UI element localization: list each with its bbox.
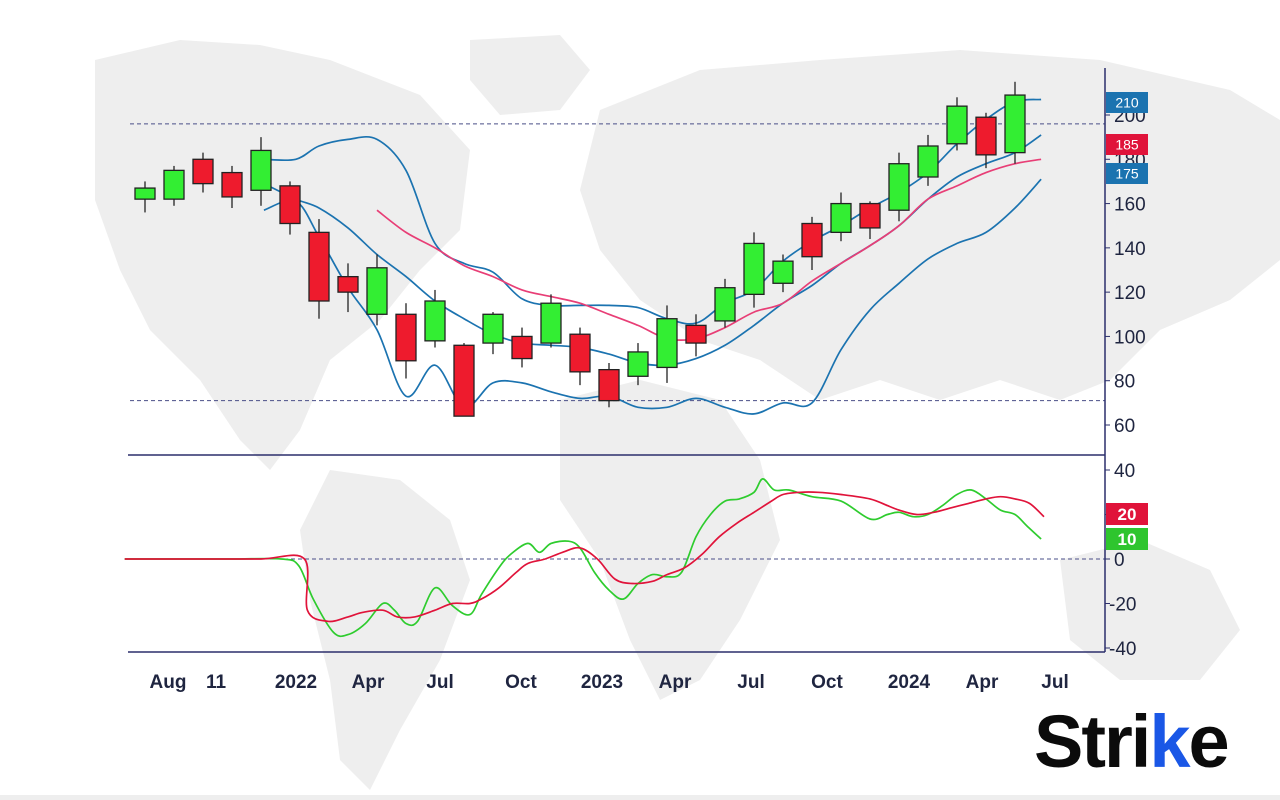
candle-body-26 — [888, 163, 910, 211]
y-tick-label-160: 160 — [1114, 195, 1146, 216]
map-south-america — [300, 470, 470, 790]
candle-body-18 — [656, 318, 678, 369]
candle-body-28 — [946, 105, 968, 145]
map-australia — [1060, 540, 1240, 680]
candle-body-10 — [424, 300, 446, 342]
map-africa — [560, 380, 780, 700]
price-badge-185 — [1106, 134, 1148, 155]
osc-badge-label-10: 10 — [1118, 530, 1137, 549]
world-map-background — [0, 35, 1280, 800]
oscillator-lines — [124, 478, 1045, 638]
candle-body-21 — [743, 242, 765, 296]
bollinger-bands — [263, 98, 1042, 415]
moving-average-line — [376, 158, 1042, 342]
x-tick-label-6: 2023 — [581, 672, 623, 693]
lower-band-line — [263, 178, 1042, 415]
map-antarctica — [0, 795, 1280, 800]
x-tick-label-10: 2024 — [888, 672, 931, 693]
map-greenland — [470, 35, 590, 115]
candle-body-7 — [337, 275, 359, 293]
osc-badge-20 — [1106, 503, 1148, 525]
candle-body-16 — [598, 368, 620, 402]
candle-body-11 — [453, 344, 475, 417]
candle-body-23 — [801, 222, 823, 258]
price-badge-label-175: 175 — [1115, 166, 1139, 182]
osc-badge-10 — [1106, 528, 1148, 550]
y-tick-label-140: 140 — [1114, 239, 1146, 260]
candle-body-6 — [308, 231, 330, 302]
map-north-america — [95, 40, 470, 470]
candle-body-4 — [250, 149, 272, 191]
x-tick-label-9: Oct — [811, 672, 843, 693]
logo-text-main: Stri — [1034, 700, 1151, 783]
candle-body-25 — [859, 202, 881, 229]
price-badge-175 — [1106, 163, 1148, 184]
candle-body-0 — [134, 187, 156, 200]
y-tick-label-60: 60 — [1114, 416, 1135, 437]
logo-text-tail: e — [1188, 700, 1230, 783]
x-tick-label-1: 11 — [206, 672, 227, 693]
x-tick-label-11: Apr — [966, 672, 999, 693]
osc-tick-label--20: -20 — [1109, 595, 1136, 616]
upper-band-line — [263, 98, 1042, 325]
osc-tick-label-40: 40 — [1114, 461, 1135, 482]
candle-body-2 — [192, 158, 214, 185]
x-tick-label-3: Apr — [352, 672, 385, 693]
map-eurasia — [580, 50, 1280, 400]
candle-body-13 — [511, 335, 533, 360]
y-tick-label-120: 120 — [1114, 283, 1146, 304]
candlestick-series — [134, 81, 1026, 417]
candle-body-29 — [975, 116, 997, 156]
price-panel-grid — [130, 123, 1105, 560]
osc-badge-label-20: 20 — [1118, 505, 1137, 524]
candle-body-22 — [772, 260, 794, 284]
osc-tick-label--40: -40 — [1109, 639, 1136, 660]
candle-body-27 — [917, 145, 939, 178]
oscillator-slow-line — [124, 491, 1045, 623]
y-tick-label-100: 100 — [1114, 327, 1146, 348]
candle-body-14 — [540, 302, 562, 344]
x-tick-label-2: 2022 — [275, 672, 317, 693]
x-tick-label-12: Jul — [1041, 672, 1068, 693]
candle-body-8 — [366, 267, 388, 315]
y-tick-label-80: 80 — [1114, 372, 1135, 393]
strike-logo: Strike — [1034, 700, 1230, 783]
price-badge-210 — [1106, 92, 1148, 113]
candle-body-1 — [163, 169, 185, 200]
candle-body-20 — [714, 287, 736, 322]
candle-body-15 — [569, 333, 591, 373]
oscillator-fast-line — [124, 478, 1042, 638]
candle-body-17 — [627, 351, 649, 377]
x-tick-label-5: Oct — [505, 672, 537, 693]
candle-body-9 — [395, 313, 417, 362]
price-badges: 210 185 175 20 10 — [1106, 92, 1148, 550]
x-tick-label-4: Jul — [426, 672, 453, 693]
candle-body-5 — [279, 185, 301, 225]
x-tick-label-7: Apr — [659, 672, 692, 693]
price-badge-label-185: 185 — [1115, 137, 1139, 153]
x-tick-label-8: Jul — [737, 672, 764, 693]
candle-body-24 — [830, 202, 852, 234]
osc-tick-label-0: 0 — [1114, 550, 1125, 571]
price-badge-label-210: 210 — [1115, 95, 1139, 111]
candle-body-30 — [1004, 94, 1026, 154]
candle-body-3 — [221, 171, 243, 198]
x-tick-label-0: Aug — [150, 672, 187, 693]
candle-body-19 — [685, 324, 707, 344]
candle-body-12 — [482, 313, 504, 344]
logo-text-accent: k — [1149, 700, 1190, 783]
